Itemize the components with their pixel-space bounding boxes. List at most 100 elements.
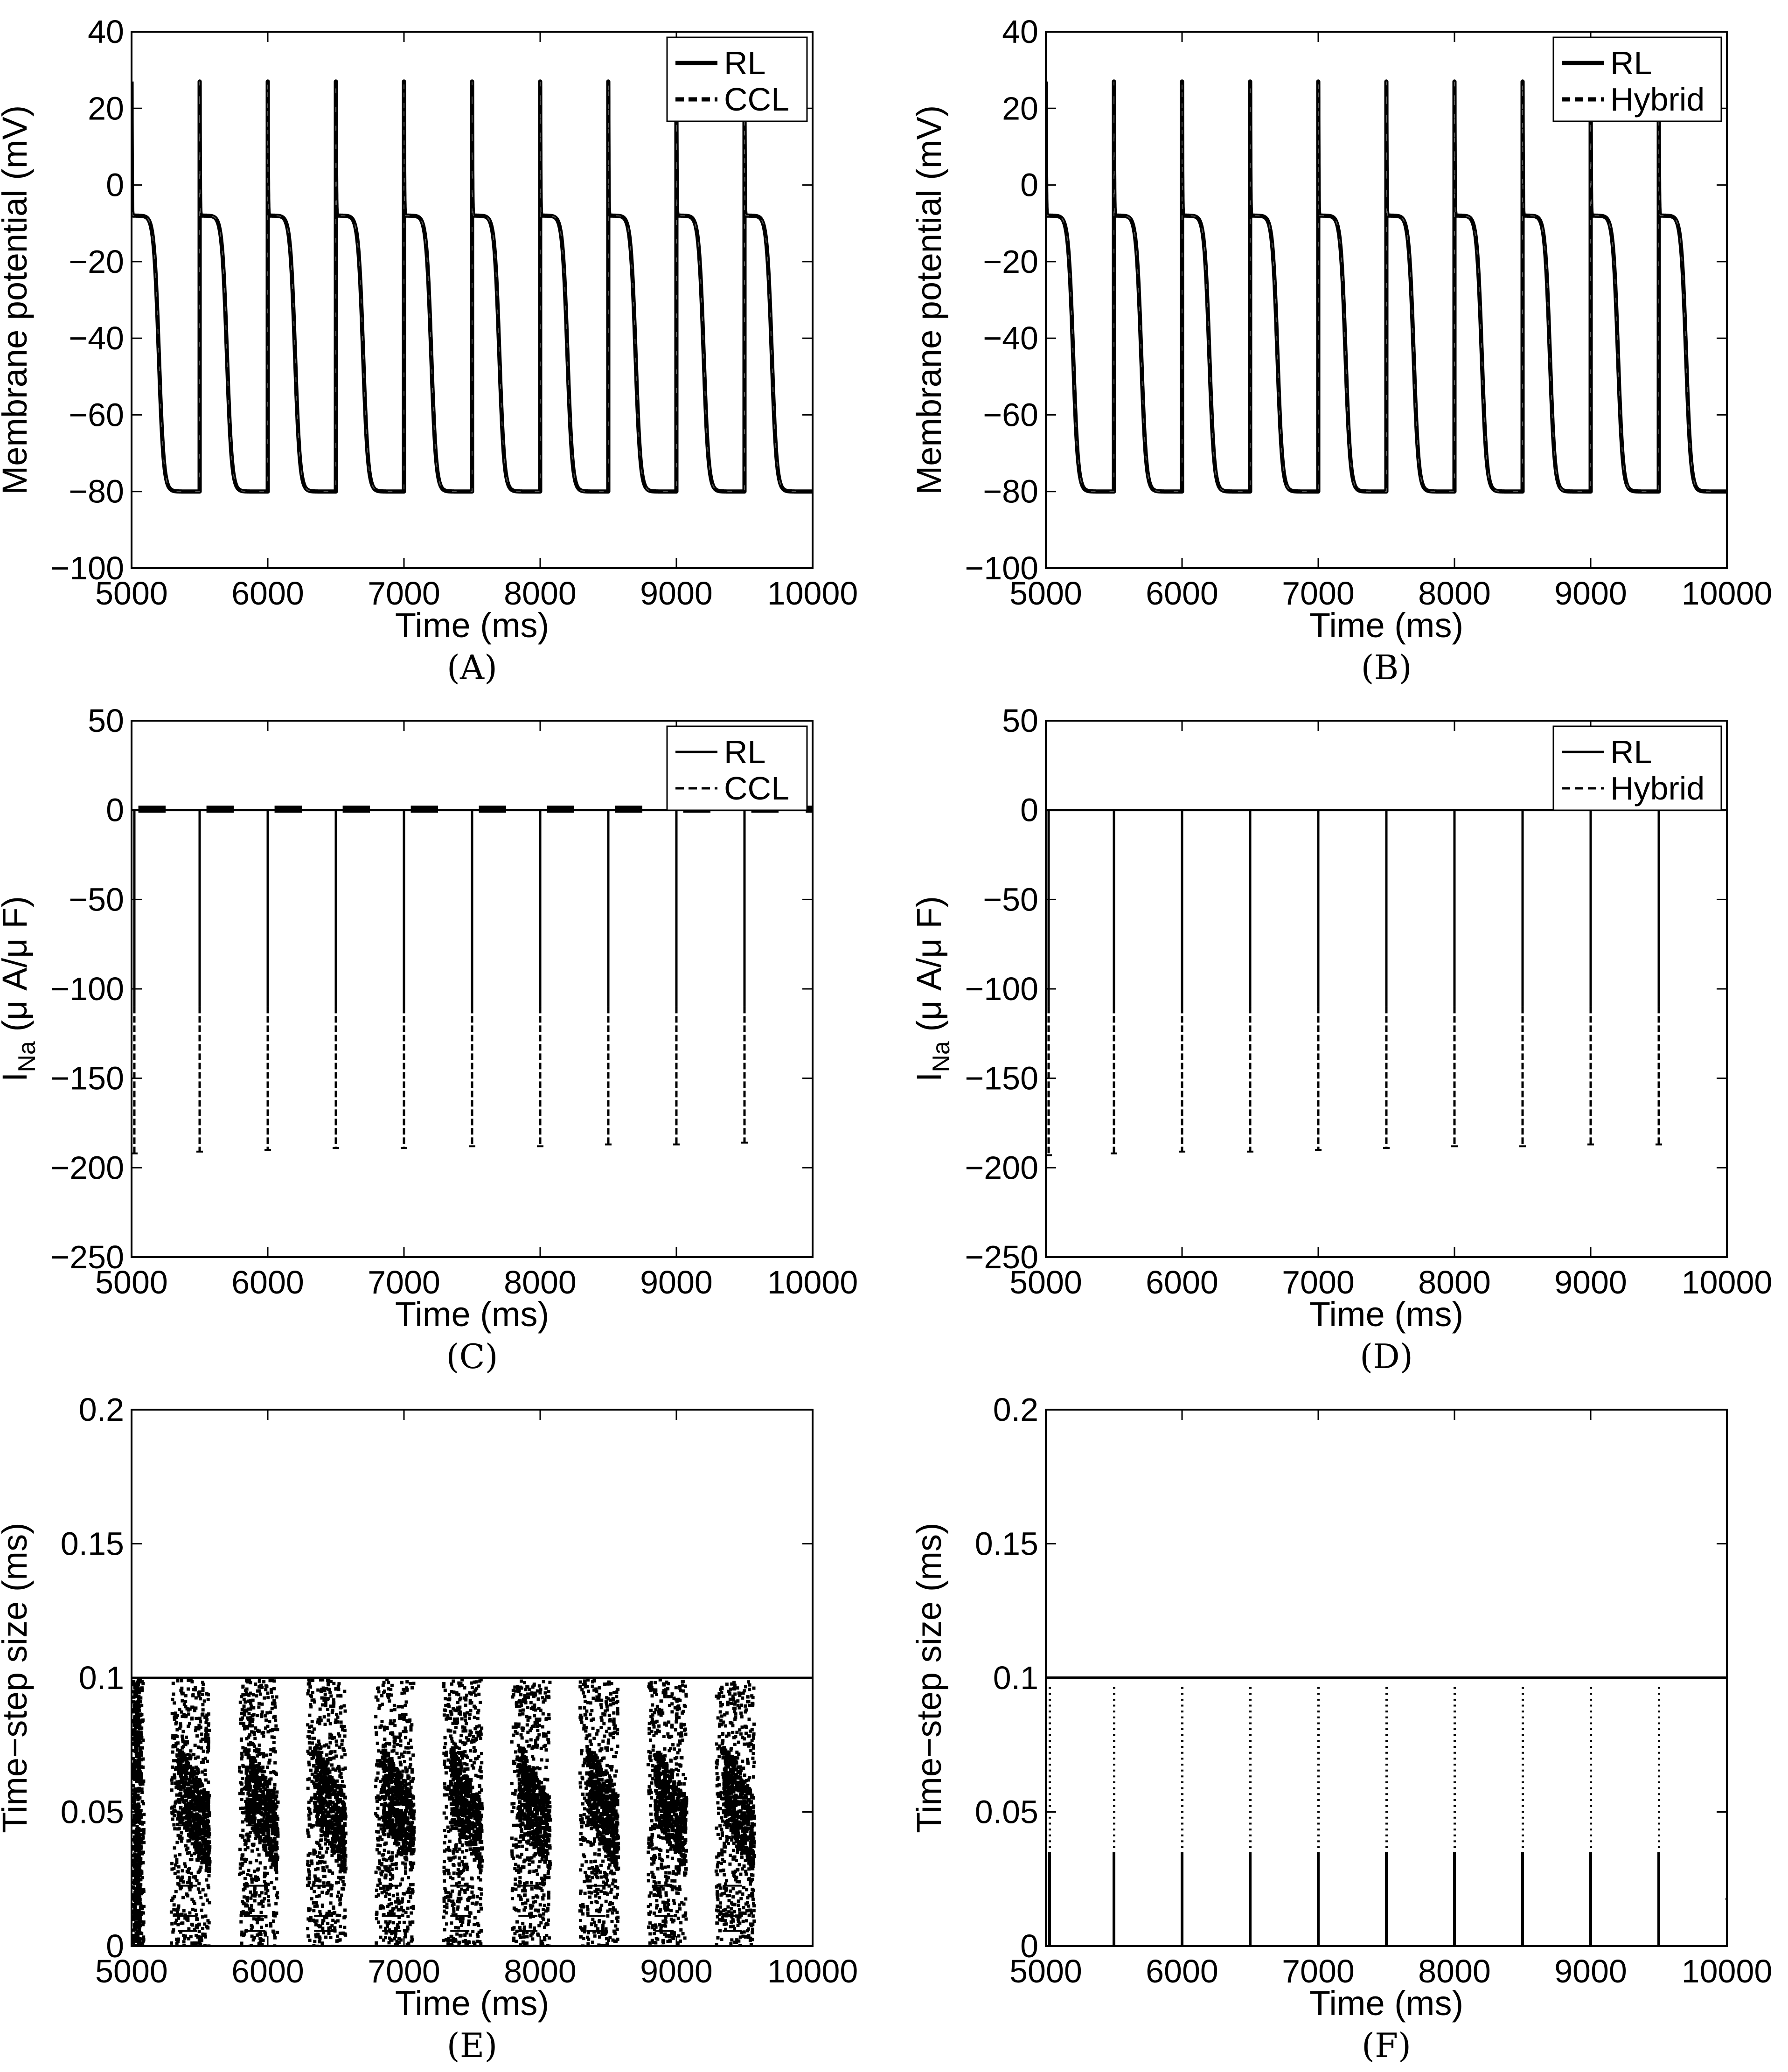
step-point — [396, 1897, 400, 1900]
step-point — [339, 1816, 343, 1820]
step-point — [259, 1933, 263, 1936]
step-point — [445, 1805, 448, 1808]
step-point — [388, 1771, 392, 1775]
step-point — [257, 1822, 261, 1826]
step-point — [376, 1843, 380, 1847]
panel-c: 5000 6000 7000 8000 9000 10000−250−200−150−10… — [0, 702, 858, 1376]
baseline-oscillation — [342, 806, 370, 813]
step-point — [408, 1799, 412, 1803]
step-point — [377, 1690, 381, 1694]
step-point — [334, 1812, 339, 1816]
step-point — [198, 1802, 202, 1807]
series-line-hybrid — [1046, 81, 1727, 492]
step-point — [137, 1744, 140, 1747]
step-point — [134, 1917, 138, 1920]
step-point — [459, 1836, 462, 1839]
step-point — [206, 1759, 209, 1763]
step-point — [338, 1914, 341, 1917]
step-point — [465, 1863, 469, 1866]
step-point — [480, 1907, 483, 1911]
step-point — [250, 1877, 254, 1881]
step-point — [249, 1741, 252, 1745]
step-point — [321, 1686, 325, 1690]
step-point — [319, 1773, 323, 1777]
step-point — [479, 1903, 482, 1906]
step-point — [377, 1817, 381, 1821]
step-point — [199, 1896, 203, 1899]
step-point — [341, 1780, 344, 1783]
step-point — [321, 1801, 326, 1805]
step-point — [319, 1924, 322, 1928]
step-point — [476, 1734, 480, 1738]
step-point — [478, 1940, 482, 1944]
step-point — [263, 1798, 267, 1802]
step-point — [261, 1766, 265, 1769]
step-point — [378, 1859, 381, 1863]
step-point — [242, 1902, 246, 1905]
step-point — [402, 1779, 406, 1783]
step-point — [306, 1853, 310, 1857]
y-tick-label: −80 — [983, 473, 1038, 510]
step-point — [179, 1930, 183, 1934]
step-point — [343, 1915, 347, 1919]
step-point — [266, 1812, 270, 1816]
step-point — [404, 1736, 408, 1739]
step-point — [457, 1874, 461, 1878]
step-point — [249, 1681, 252, 1684]
step-point — [340, 1834, 344, 1838]
step-point — [250, 1904, 253, 1908]
step-point — [318, 1937, 322, 1940]
step-point — [258, 1836, 263, 1840]
step-point — [325, 1687, 328, 1690]
step-point — [256, 1766, 260, 1771]
step-point — [407, 1821, 411, 1824]
step-point — [170, 1941, 174, 1945]
step-point — [409, 1780, 413, 1783]
step-point — [467, 1914, 471, 1918]
step-point — [445, 1816, 448, 1820]
step-point — [206, 1803, 210, 1807]
step-point — [402, 1909, 405, 1912]
step-point — [188, 1817, 192, 1821]
step-point — [446, 1758, 450, 1762]
step-point — [337, 1876, 341, 1879]
step-point — [375, 1796, 378, 1800]
step-point — [321, 1921, 324, 1925]
step-point — [396, 1892, 399, 1896]
step-point — [247, 1839, 250, 1843]
step-point — [329, 1893, 333, 1897]
step-point — [180, 1912, 184, 1916]
step-point — [185, 1848, 188, 1852]
step-point — [201, 1770, 204, 1774]
step-point — [391, 1722, 395, 1725]
step-point — [411, 1802, 416, 1807]
step-point — [189, 1802, 193, 1807]
step-point — [341, 1794, 345, 1798]
step-point — [340, 1859, 344, 1863]
step-point — [382, 1681, 386, 1684]
step-point — [337, 1765, 341, 1768]
step-point — [407, 1741, 410, 1745]
step-point — [404, 1929, 407, 1933]
step-point — [239, 1781, 243, 1785]
step-point — [254, 1787, 258, 1791]
step-point — [475, 1933, 479, 1936]
step-point — [383, 1849, 386, 1852]
step-point — [249, 1756, 252, 1760]
step-point — [251, 1938, 255, 1942]
step-point — [330, 1710, 334, 1714]
step-point — [262, 1815, 266, 1819]
step-point — [273, 1829, 278, 1833]
step-point — [325, 1827, 329, 1831]
step-point — [195, 1772, 199, 1775]
step-point — [457, 1681, 461, 1685]
step-point — [307, 1807, 311, 1810]
step-point — [252, 1706, 256, 1710]
step-point — [246, 1836, 250, 1840]
step-point — [447, 1830, 451, 1833]
step-point — [384, 1781, 389, 1785]
step-point — [255, 1780, 259, 1784]
step-point — [262, 1832, 266, 1836]
step-point — [180, 1777, 184, 1781]
step-point — [207, 1743, 210, 1746]
